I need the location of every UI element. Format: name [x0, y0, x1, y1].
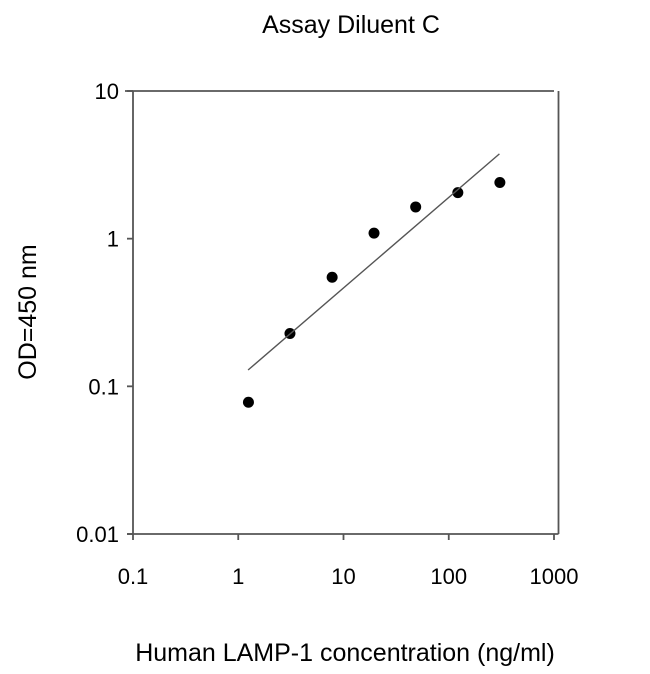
- data-point: [242, 396, 254, 408]
- series-layer: [242, 153, 506, 408]
- data-point: [452, 187, 464, 199]
- data-point: [410, 201, 422, 213]
- x-tick-label: 1000: [530, 564, 579, 589]
- chart-title: Assay Diluent C: [262, 11, 440, 39]
- plot-frame: [125, 90, 560, 535]
- y-axis-label: OD=450 nm: [14, 244, 42, 380]
- y-axis-ticks: 0.01 0.1 1 10: [76, 79, 133, 547]
- y-tick-label: 0.01: [76, 522, 119, 547]
- x-axis-label: Human LAMP-1 concentration (ng/ml): [135, 639, 555, 667]
- x-tick-label: 100: [430, 564, 467, 589]
- fit-line: [247, 153, 500, 371]
- x-tick-label: 0.1: [118, 564, 149, 589]
- data-point: [368, 227, 380, 239]
- x-tick-label: 1: [232, 564, 244, 589]
- x-tick-label: 10: [331, 564, 355, 589]
- y-tick-label: 10: [95, 79, 119, 104]
- y-tick-label: 1: [107, 227, 119, 252]
- x-axis-ticks: 0.1 1 10 100 1000: [118, 534, 579, 589]
- data-point: [326, 271, 338, 283]
- data-point: [494, 177, 506, 189]
- y-tick-label: 0.1: [88, 374, 119, 399]
